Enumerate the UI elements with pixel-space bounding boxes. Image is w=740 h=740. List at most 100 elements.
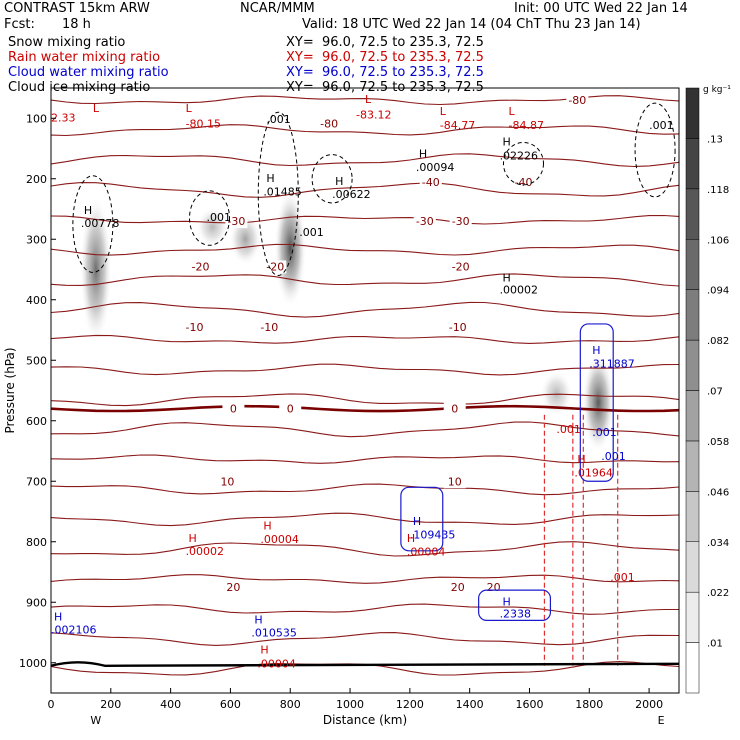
y-tick-label: 1000: [19, 657, 47, 670]
extremum-value: -83.12: [356, 108, 391, 121]
x-tick-label: 1400: [456, 698, 484, 711]
isotherm-label-bg: [222, 402, 245, 416]
extremum-value: .001: [556, 423, 581, 436]
y-tick-label: 700: [26, 475, 47, 488]
x-tick-label: 1800: [575, 698, 603, 711]
extremum-value: -84.87: [509, 119, 544, 132]
isotherm-label: 0: [287, 403, 294, 416]
isotherm-label: 0: [230, 403, 237, 416]
x-tick-label: 1000: [336, 698, 364, 711]
colorbar-label: .094: [707, 286, 729, 297]
forecast-hours: 18 h: [62, 17, 91, 32]
legend-cloud-ice: Cloud ice mixing ratio: [8, 80, 151, 95]
colorbar-segment: [685, 138, 700, 190]
extremum-marker: H: [413, 515, 421, 528]
isotherm-label: -20: [192, 260, 210, 273]
mixing-ratio-blob: [79, 194, 112, 345]
extremum-value: .01964: [574, 466, 613, 479]
extremum-marker: H: [54, 610, 62, 623]
legend-snow-xy: XY= 96.0, 72.5 to 235.3, 72.5: [286, 35, 484, 50]
init-time: Init: 00 UTC Wed 22 Jan 14: [514, 1, 688, 16]
isotherm-label: -20: [452, 260, 470, 273]
extremum-marker: H: [266, 172, 274, 185]
y-axis-label: Pressure (hPa): [3, 347, 17, 433]
isotherm-line: [51, 421, 679, 438]
isotherm-line: [51, 574, 679, 584]
extremum-value: -80: [320, 117, 338, 130]
extremum-marker: L: [93, 102, 100, 115]
isotherm-line: [51, 301, 679, 318]
isotherm-label-bg: [512, 175, 535, 189]
colorbar-segment: [685, 289, 700, 341]
isotherm-label-bg: [258, 320, 281, 334]
legend-cloud-water-xy: XY= 96.0, 72.5 to 235.3, 72.5: [286, 65, 484, 80]
cloud-ice-contour: [72, 175, 114, 274]
isotherm-line: [51, 661, 679, 676]
x-tick-label: 1200: [396, 698, 424, 711]
colorbar-segment: [685, 440, 700, 492]
isotherm-line: [51, 454, 679, 464]
colorbar-label: .022: [707, 588, 729, 599]
x-tick-label: 800: [280, 698, 301, 711]
extremum-value: .001: [610, 571, 635, 584]
org-label: NCAR/MMM: [240, 1, 315, 16]
legend-cloud-ice-xy: XY= 96.0, 72.5 to 235.3, 72.5: [286, 80, 484, 95]
isotherm-label: -10: [260, 321, 278, 334]
colorbar-unit: g kg⁻¹: [703, 85, 731, 95]
isotherm-label: -30: [416, 215, 434, 228]
extremum-value: .00002: [186, 545, 225, 558]
extremum-value: .109435: [410, 529, 456, 542]
extremum-value: .00004: [407, 546, 446, 559]
extremum-value: .00094: [416, 161, 455, 174]
isotherm-line: [51, 95, 679, 106]
legend-cloud-water: Cloud water mixing ratio: [8, 65, 169, 80]
colorbar-label: .082: [707, 336, 729, 347]
extremum-value: .001: [207, 211, 232, 224]
isotherm-label-bg: [222, 581, 245, 595]
legend-snow: Snow mixing ratio: [8, 35, 126, 50]
colorbar-label: .106: [707, 235, 729, 246]
colorbar-label: .034: [707, 538, 729, 549]
isotherm-label: 10: [448, 475, 462, 488]
x-tick-label: 2000: [635, 698, 663, 711]
isotherm-label-bg: [443, 475, 466, 489]
model-title: CONTRAST 15km ARW: [4, 1, 150, 16]
x-tick-label: 200: [100, 698, 121, 711]
isotherm-label: 0: [451, 403, 458, 416]
isotherm-label-bg: [482, 581, 505, 595]
isotherm-line: [51, 363, 679, 376]
colorbar-label: .118: [707, 185, 729, 196]
x-tick-label: 600: [220, 698, 241, 711]
plot-frame: [50, 87, 680, 694]
extremum-marker: H: [407, 532, 415, 545]
legend-rain-xy: XY= 96.0, 72.5 to 235.3, 72.5: [286, 50, 484, 65]
isotherm-label-bg: [446, 581, 469, 595]
colorbar-segment: [685, 541, 700, 593]
extremum-marker: H: [577, 453, 585, 466]
legend-rain: Rain water mixing ratio: [8, 50, 161, 65]
colorbar-label: .046: [707, 487, 729, 498]
extremum-marker: H: [592, 344, 600, 357]
extremum-value: -80.15: [186, 117, 221, 130]
forecast-label: Fcst:: [4, 17, 35, 32]
extremum-marker: L: [186, 102, 193, 115]
colorbar-segment: [685, 87, 700, 139]
isotherm-label-bg: [449, 215, 472, 229]
y-tick-label: 500: [26, 354, 47, 367]
extremum-marker: H: [260, 644, 268, 657]
isotherm-line: [51, 153, 679, 168]
isotherm-zero-line: [51, 404, 679, 413]
terrain-line: [51, 661, 679, 667]
valid-time: Valid: 18 UTC Wed 22 Jan 14 (04 ChT Thu …: [302, 17, 641, 32]
extremum-value: .001: [299, 226, 324, 239]
extremum-value: .001: [649, 119, 674, 132]
extremum-marker: L: [365, 93, 372, 106]
extremum-marker: H: [503, 595, 511, 608]
y-tick-label: 200: [26, 173, 47, 186]
isotherm-label-bg: [216, 475, 239, 489]
extremum-value: .001: [601, 450, 626, 463]
mixing-ratio-blob: [582, 352, 615, 453]
cloud-ice-contour: [257, 111, 299, 277]
isotherm-label-bg: [449, 260, 472, 274]
